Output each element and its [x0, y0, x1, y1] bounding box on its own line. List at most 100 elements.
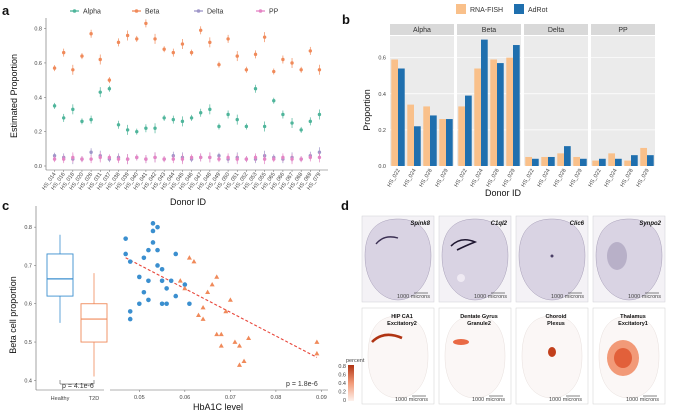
- box-category-label: T2D: [89, 396, 99, 402]
- point-healthy: [150, 228, 156, 234]
- point-beta: [89, 32, 93, 36]
- y-tick-label: 0.6: [34, 61, 42, 67]
- point-pp: [180, 157, 185, 161]
- point-healthy: [187, 301, 192, 307]
- point-healthy: [164, 301, 169, 307]
- point-beta: [62, 50, 66, 55]
- point-beta: [52, 66, 57, 70]
- panel-b-y-axis-title: Proportion: [362, 89, 372, 131]
- scale-label: 1000 microns: [397, 294, 430, 300]
- point-alpha: [281, 112, 285, 117]
- legend-marker-pp: [258, 9, 263, 13]
- point-alpha: [308, 119, 312, 124]
- panel-c-scatter-pvalue: p = 1.8e-6: [286, 381, 318, 388]
- panel-c-y-ticks: 0.4 0.5 0.6 0.7 0.8: [24, 225, 36, 384]
- point-alpha: [299, 128, 303, 132]
- panel-c-x-axis-title: HbA1C level: [193, 402, 243, 412]
- point-pp: [272, 157, 276, 161]
- panel-b-x-axis-title: Donor ID: [485, 188, 522, 198]
- scale-label: 1000 microns: [628, 294, 661, 300]
- legend-label-beta: Beta: [145, 9, 160, 16]
- point-t2d: [177, 278, 183, 283]
- x-tick-label: HS_028: [620, 168, 635, 188]
- boxplot-healthy: [46, 234, 74, 323]
- point-alpha: [62, 116, 66, 120]
- bar-rna-fish: [573, 156, 580, 166]
- colorbar-tick-label: 0.6: [338, 373, 346, 379]
- point-t2d: [236, 343, 242, 348]
- facet-beta: Beta HS_022 HS_024 HS_028 HS_029: [454, 24, 521, 188]
- point-pp: [62, 157, 66, 161]
- point-healthy: [159, 301, 165, 307]
- gene-label: Spink8: [410, 221, 430, 227]
- point-alpha: [262, 124, 267, 129]
- y-tick-label: 0.8: [24, 225, 32, 231]
- bar-adrot: [430, 115, 437, 166]
- region-label: Plexus: [547, 321, 565, 327]
- bar-adrot: [398, 68, 405, 166]
- ish-image-c1ql2: C1ql2 1000 microns: [438, 215, 512, 303]
- point-beta: [107, 78, 112, 82]
- facet-background: [591, 36, 655, 166]
- bar-rna-fish: [506, 57, 513, 166]
- point-pp: [144, 157, 148, 161]
- point-alpha: [162, 116, 166, 120]
- point-healthy: [173, 293, 179, 299]
- y-tick-label: 0.6: [24, 302, 32, 308]
- x-tick-label: HS_029: [502, 168, 517, 188]
- bar-rna-fish: [608, 153, 615, 166]
- facet-alpha: Alpha HS_022 HS_024 HS_028 HS_029: [387, 24, 454, 188]
- bar-rna-fish: [439, 119, 446, 166]
- facet-strip: [524, 24, 588, 35]
- point-alpha: [153, 126, 157, 130]
- point-healthy: [164, 286, 169, 291]
- legend-marker-alpha: [72, 9, 77, 13]
- point-healthy: [127, 259, 133, 264]
- point-t2d: [236, 362, 242, 367]
- point-beta: [71, 68, 75, 72]
- point-pp: [107, 155, 112, 160]
- boxplot-t2d: [80, 273, 108, 377]
- point-pp: [299, 157, 303, 161]
- panel-a: a Alpha Beta Delta PP 0.0 0.2 0.4 0.6 0.8 HS_01…: [2, 3, 328, 207]
- point-t2d: [218, 331, 224, 337]
- bar-adrot: [446, 119, 453, 166]
- point-alpha: [199, 111, 203, 115]
- point-pp: [189, 155, 194, 160]
- point-beta: [162, 47, 166, 51]
- point-pp: [244, 157, 249, 161]
- point-beta: [116, 40, 121, 45]
- point-healthy: [150, 240, 156, 245]
- point-healthy: [173, 251, 179, 257]
- point-alpha: [71, 107, 75, 112]
- brain-section: [441, 218, 509, 301]
- point-beta: [317, 68, 322, 72]
- bar-rna-fish: [407, 104, 414, 166]
- point-alpha: [226, 112, 230, 117]
- point-healthy: [146, 297, 151, 303]
- point-pp: [217, 157, 221, 161]
- legend-label-rna-fish: RNA-FISH: [470, 7, 503, 14]
- scale-label: 1000 microns: [549, 397, 582, 403]
- point-t2d: [182, 285, 188, 291]
- point-pp: [171, 157, 175, 161]
- point-healthy: [137, 274, 142, 280]
- point-alpha: [52, 104, 57, 108]
- facet-title: Alpha: [413, 27, 431, 34]
- facet-title: Beta: [482, 27, 497, 34]
- point-t2d: [209, 281, 215, 287]
- brain-section: [518, 218, 586, 301]
- colorbar-tick-label: 0.2: [338, 390, 346, 396]
- point-t2d: [218, 343, 224, 348]
- point-pp: [317, 155, 322, 160]
- point-beta: [144, 21, 148, 26]
- gene-label: Clic6: [570, 221, 585, 227]
- colorbar-bar: [348, 365, 354, 401]
- panel-b-letter: b: [342, 12, 350, 27]
- panel-c-letter: c: [2, 198, 9, 213]
- ish-signal: [450, 238, 478, 251]
- box: [80, 303, 108, 343]
- point-pp: [162, 157, 166, 161]
